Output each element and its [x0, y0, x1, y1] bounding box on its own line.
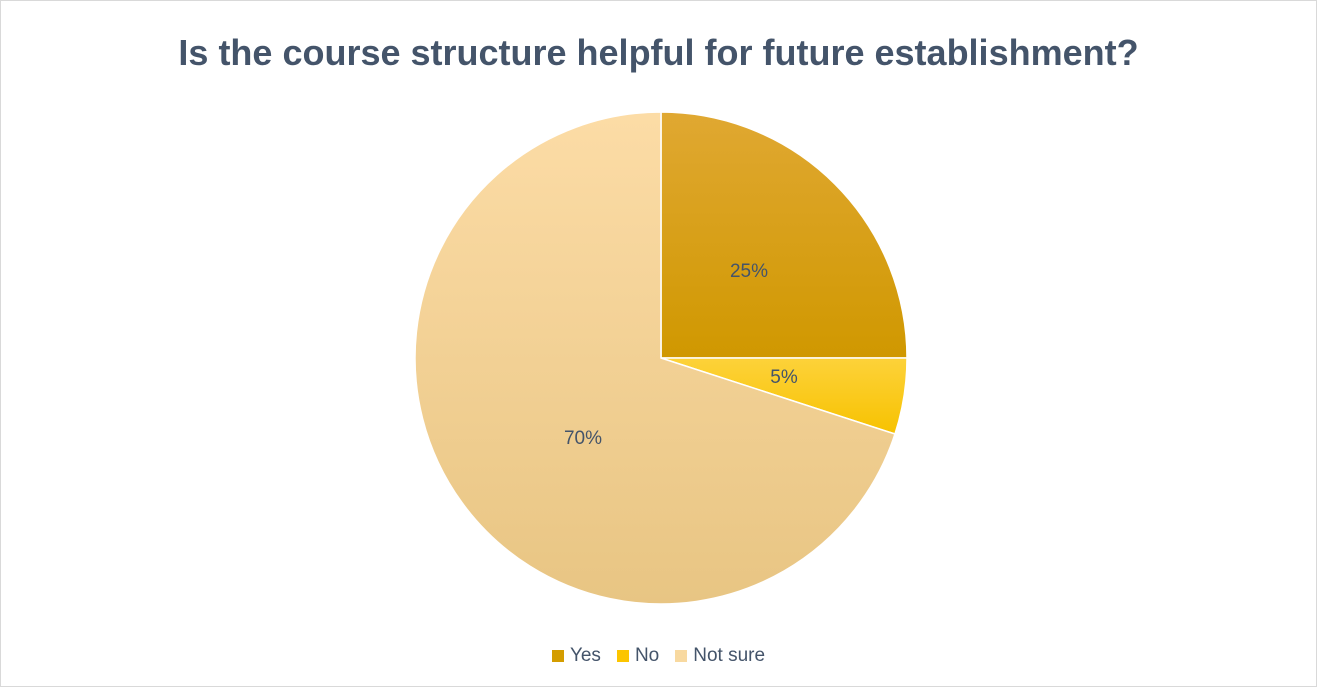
legend-label: Not sure: [693, 645, 766, 666]
legend-label: Yes: [569, 645, 601, 666]
legend-item-no: No: [616, 645, 660, 667]
pie-slice-not-sure: [414, 111, 896, 605]
data-label-yes: 25%: [730, 261, 768, 282]
data-label-no: 5%: [770, 367, 798, 388]
legend-swatch: [675, 650, 688, 662]
pie-slice-yes: [660, 111, 908, 359]
data-label-not-sure: 70%: [564, 428, 602, 449]
legend-label: No: [634, 645, 660, 666]
legend-item-not-sure: Not sure: [675, 645, 765, 667]
chart-legend: Yes No Not sure: [1, 645, 1316, 667]
legend-swatch: [616, 650, 629, 662]
legend-swatch: [551, 650, 564, 662]
legend-item-yes: Yes: [551, 645, 601, 667]
chart-title: Is the course structure helpful for futu…: [178, 32, 1139, 73]
